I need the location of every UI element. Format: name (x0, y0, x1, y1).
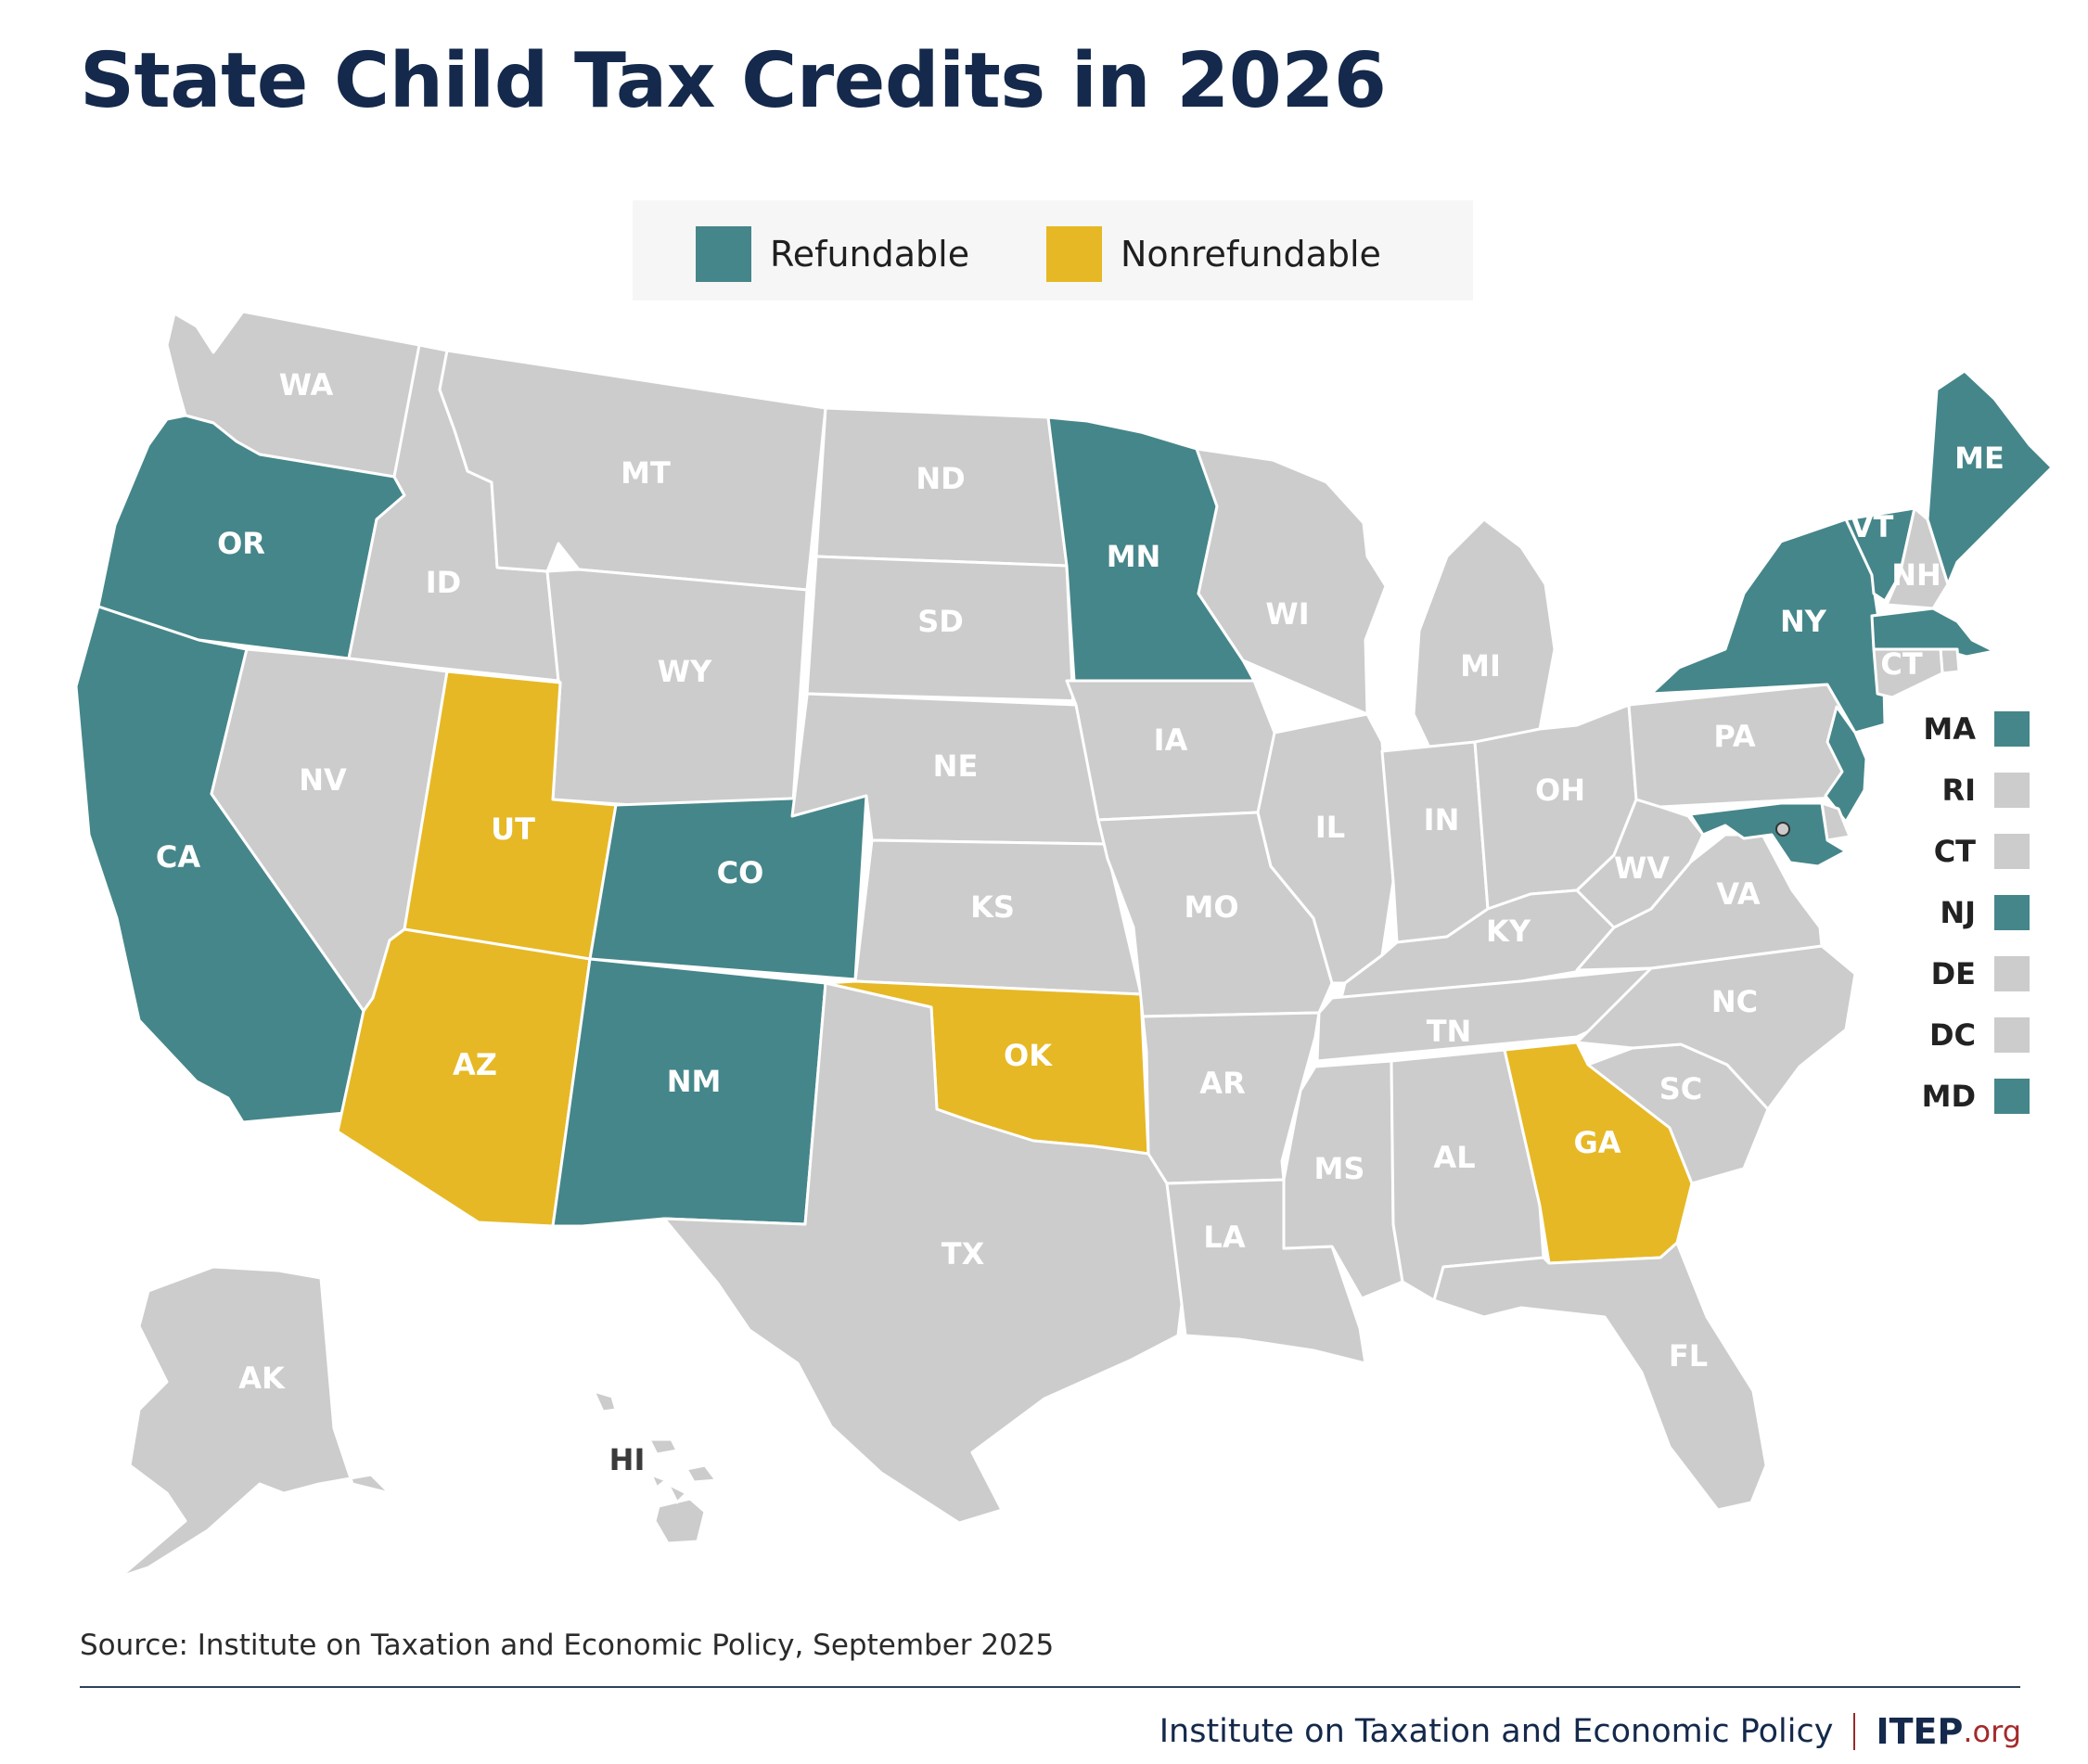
legend-swatch-refundable (696, 226, 751, 282)
legend-swatch-nonrefundable (1046, 226, 1102, 282)
state-label-wv: WV (1614, 850, 1670, 886)
state-me (1926, 369, 2054, 586)
small-state-row: MA (1902, 708, 2030, 750)
state-label-wa: WA (279, 367, 334, 403)
state-md (1688, 801, 1848, 868)
state-label-ky: KY (1486, 914, 1531, 949)
state-label-wi: WI (1265, 596, 1309, 632)
state-label-in: IN (1424, 802, 1460, 837)
footer-org: Institute on Taxation and Economic Polic… (1159, 1713, 1834, 1750)
small-state-swatch (1994, 956, 2030, 991)
state-hi (592, 1389, 718, 1545)
small-state-swatch (1994, 895, 2030, 930)
small-state-code: CT (1933, 834, 1976, 869)
state-label-ok: OK (1004, 1038, 1053, 1073)
state-label-mi: MI (1460, 648, 1501, 684)
small-state-row: NJ (1902, 891, 2030, 934)
small-state-row: DE (1902, 952, 2030, 995)
footer: Institute on Taxation and Economic Polic… (1159, 1708, 2021, 1755)
small-state-code: MA (1923, 711, 1976, 747)
state-label-mn: MN (1107, 539, 1161, 574)
state-label-vt: VT (1851, 509, 1894, 544)
small-state-code: MD (1921, 1079, 1976, 1114)
state-label-ny: NY (1780, 604, 1827, 639)
state-label-tn: TN (1427, 1014, 1472, 1049)
state-ct (1872, 647, 1944, 699)
state-label-mt: MT (621, 455, 671, 491)
state-mt (438, 349, 827, 592)
state-mi (1412, 518, 1556, 751)
small-state-code: DC (1928, 1017, 1976, 1053)
state-label-sd: SD (917, 604, 964, 639)
state-label-ak: AK (238, 1361, 286, 1396)
state-label-ia: IA (1154, 722, 1188, 758)
small-state-row: RI (1902, 769, 2030, 812)
state-fl (1432, 1241, 1768, 1512)
small-state-row: CT (1902, 830, 2030, 873)
state-label-ut: UT (491, 812, 535, 847)
state-label-ne: NE (933, 748, 979, 784)
state-label-va: VA (1716, 876, 1761, 912)
state-label-me: ME (1954, 441, 2005, 476)
small-state-swatch (1994, 1079, 2030, 1114)
state-wy (545, 568, 809, 818)
state-label-sc: SC (1659, 1071, 1703, 1106)
small-state-row: DC (1902, 1014, 2030, 1056)
state-label-nv: NV (299, 762, 347, 798)
small-state-swatch (1994, 834, 2030, 869)
legend: Refundable Nonrefundable (633, 200, 1473, 300)
legend-label-refundable: Refundable (770, 234, 970, 275)
state-label-mo: MO (1184, 889, 1238, 925)
footer-divider (80, 1686, 2020, 1688)
state-label-pa: PA (1713, 719, 1756, 754)
state-label-fl: FL (1669, 1338, 1708, 1374)
state-label-nh: NH (1891, 557, 1941, 593)
small-state-swatch (1994, 773, 2030, 808)
small-state-code: NJ (1940, 895, 1976, 930)
small-state-row: MD (1902, 1075, 2030, 1118)
state-label-ms: MS (1314, 1151, 1365, 1186)
page-title: State Child Tax Credits in 2026 (80, 37, 1387, 125)
state-wi (1195, 447, 1388, 716)
state-label-co: CO (717, 855, 764, 890)
footer-separator (1853, 1713, 1856, 1750)
state-label-ar: AR (1199, 1066, 1245, 1101)
state-label-al: AL (1433, 1140, 1475, 1175)
state-label-il: IL (1315, 810, 1345, 845)
state-label-ga: GA (1573, 1125, 1620, 1160)
small-state-code: RI (1941, 773, 1976, 808)
state-label-nc: NC (1711, 984, 1758, 1019)
state-label-az: AZ (453, 1047, 497, 1082)
small-state-swatch (1994, 711, 2030, 747)
state-in (1380, 740, 1490, 944)
footer-brand-logo: ITEP (1876, 1711, 1964, 1752)
state-label-oh: OH (1535, 773, 1585, 808)
state-label-tx: TX (942, 1236, 985, 1272)
footer-brand-ext: .org (1963, 1714, 2021, 1749)
small-state-swatch (1994, 1017, 2030, 1053)
state-nj (1824, 705, 1868, 824)
dc-marker (1775, 822, 1790, 837)
state-ak (119, 1265, 391, 1579)
small-state-code: DE (1930, 956, 1976, 991)
state-label-or: OR (217, 526, 265, 561)
state-ga (1503, 1041, 1694, 1265)
state-label-id: ID (426, 565, 461, 600)
state-label-nm: NM (667, 1064, 722, 1099)
state-tx (662, 981, 1184, 1525)
legend-label-nonrefundable: Nonrefundable (1121, 234, 1381, 275)
state-label-ct: CT (1880, 646, 1922, 682)
state-label-ks: KS (970, 889, 1015, 925)
state-label-hi: HI (609, 1442, 646, 1477)
state-label-ca: CA (156, 839, 200, 875)
source-note: Source: Institute on Taxation and Econom… (80, 1629, 1055, 1662)
state-label-wy: WY (658, 654, 712, 689)
state-label-la: LA (1203, 1220, 1245, 1255)
state-label-nd: ND (916, 461, 965, 496)
